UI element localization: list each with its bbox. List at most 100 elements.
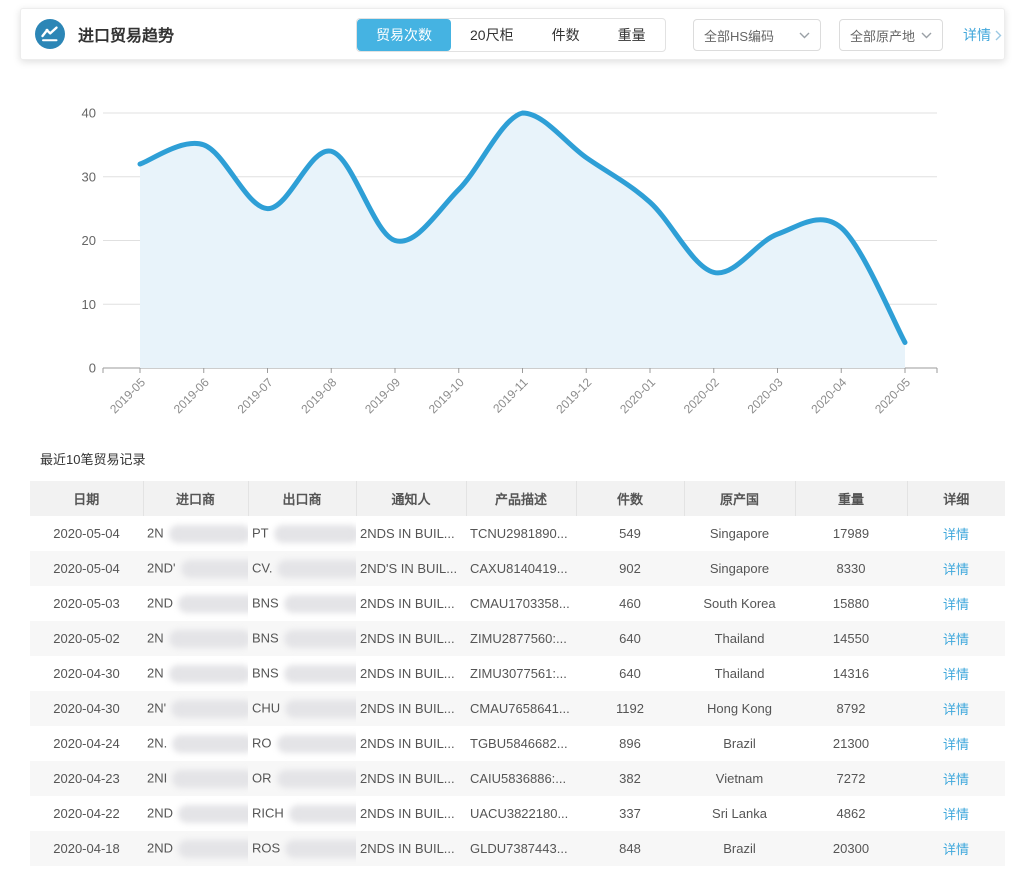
- exporter-prefix: ROS: [252, 839, 281, 855]
- row-detail-link[interactable]: 详情: [942, 667, 969, 682]
- detail-link[interactable]: 详情: [963, 25, 1002, 45]
- row-detail-link[interactable]: 详情: [942, 527, 969, 542]
- cell-exporter: OR: [248, 761, 356, 796]
- cell-weight: 17989: [832, 526, 870, 541]
- cell-detail: 详情: [907, 621, 1005, 656]
- hs-code-select-value: 全部HS编码: [704, 28, 775, 44]
- svg-text:2019-05: 2019-05: [107, 375, 148, 416]
- importer-prefix: 2NI: [147, 769, 168, 785]
- cell-exporter: RICH: [248, 796, 356, 831]
- tab-pieces[interactable]: 件数: [551, 27, 580, 43]
- cell-notify-party: 2NDS IN BUIL...: [360, 806, 455, 821]
- redacted-exporter-name: [285, 839, 356, 858]
- hs-code-select[interactable]: 全部HS编码: [693, 19, 821, 51]
- importer-prefix: 2N.: [147, 734, 168, 750]
- redacted-importer-name: [172, 769, 248, 788]
- tab-weight[interactable]: 重量: [617, 27, 646, 43]
- table-row: 2020-05-04 2ND' CV. 2ND'S IN BUIL... CAXU814…: [30, 551, 1005, 586]
- row-detail-link[interactable]: 详情: [942, 632, 969, 647]
- cell-exporter: CHU: [248, 691, 356, 726]
- cell-origin-country: Thailand: [714, 666, 765, 681]
- trend-chart-icon: [35, 19, 65, 49]
- cell-weight: 7272: [836, 771, 866, 786]
- importer-prefix: 2ND: [147, 594, 174, 610]
- col-date: 日期: [30, 481, 143, 516]
- cell-origin-country: Brazil: [723, 841, 756, 856]
- cell-origin-country: Singapore: [709, 561, 770, 576]
- cell-weight: 15880: [832, 596, 870, 611]
- cell-date: 2020-04-18: [53, 841, 120, 856]
- redacted-exporter-name: [283, 594, 356, 613]
- svg-text:2019-12: 2019-12: [553, 375, 594, 416]
- col-origin-country: 原产国: [683, 481, 795, 516]
- cell-origin-country: South Korea: [703, 596, 776, 611]
- row-detail-link[interactable]: 详情: [942, 807, 969, 822]
- cell-pieces: 848: [619, 841, 641, 856]
- row-detail-link[interactable]: 详情: [942, 562, 969, 577]
- cell-pieces: 1192: [616, 701, 644, 716]
- cell-weight: 8792: [836, 701, 866, 716]
- col-product-desc: 产品描述: [465, 481, 576, 516]
- cell-exporter: ROS: [248, 831, 356, 866]
- redacted-importer-name: [168, 524, 248, 543]
- table-row: 2020-04-22 2ND RICH 2NDS IN BUIL... UACU3822…: [30, 796, 1005, 831]
- cell-product-desc: CMAU7658641...: [470, 701, 570, 716]
- cell-importer: 2ND.: [143, 831, 248, 866]
- cell-exporter: CV.: [248, 551, 356, 586]
- tab-trade-count[interactable]: 贸易次数: [357, 19, 451, 51]
- topbar: 进口贸易趋势 贸易次数 20尺柜 件数 重量 全部HS编码 全部原产地 详情: [20, 8, 1005, 60]
- cell-detail: 详情: [907, 796, 1005, 831]
- col-importer: 进口商: [142, 481, 248, 516]
- redacted-exporter-name: [273, 524, 356, 543]
- tab-20ft-container[interactable]: 20尺柜: [470, 27, 514, 43]
- cell-detail: 详情: [907, 761, 1005, 796]
- cell-origin-country: Singapore: [709, 526, 770, 541]
- svg-text:2020-03: 2020-03: [745, 375, 786, 416]
- cell-exporter: BNS: [248, 621, 356, 656]
- cell-weight: 14316: [832, 666, 870, 681]
- origin-select-value: 全部原产地: [850, 28, 916, 44]
- redacted-importer-name: [178, 839, 248, 858]
- redacted-importer-name: [178, 804, 248, 823]
- cell-notify-party: 2NDS IN BUIL...: [360, 631, 455, 646]
- table-row: 2020-04-30 2N BNS 2NDS IN BUIL... ZIMU307756…: [30, 656, 1005, 691]
- col-detail: 详细: [906, 481, 1005, 516]
- chevron-down-icon: [799, 32, 810, 39]
- row-detail-link[interactable]: 详情: [942, 702, 969, 717]
- cell-importer: 2ND': [143, 551, 248, 586]
- svg-text:2019-10: 2019-10: [426, 375, 467, 416]
- exporter-prefix: BNS: [252, 629, 279, 645]
- svg-text:2020-05: 2020-05: [872, 375, 913, 416]
- cell-pieces: 902: [619, 561, 641, 576]
- cell-product-desc: TGBU5846682...: [470, 736, 568, 751]
- cell-date: 2020-04-30: [53, 666, 120, 681]
- cell-pieces: 549: [619, 526, 641, 541]
- cell-importer: 2N: [143, 516, 248, 551]
- redacted-importer-name: [172, 734, 248, 753]
- cell-date: 2020-04-23: [53, 771, 120, 786]
- table-row: 2020-05-03 2ND BNS 2NDS IN BUIL... CMAU17033…: [30, 586, 1005, 621]
- origin-select[interactable]: 全部原产地: [839, 19, 944, 51]
- cell-weight: 21300: [832, 736, 870, 751]
- cell-product-desc: ZIMU3077561:...: [470, 666, 567, 681]
- importer-prefix: 2ND: [147, 839, 174, 855]
- metric-tabs: 贸易次数 20尺柜 件数 重量: [356, 18, 666, 52]
- row-detail-link[interactable]: 详情: [942, 597, 969, 612]
- redacted-exporter-name: [283, 629, 356, 648]
- redacted-exporter-name: [285, 699, 356, 718]
- row-detail-link[interactable]: 详情: [942, 772, 969, 787]
- chevron-down-icon: [921, 32, 932, 39]
- cell-notify-party: 2NDS IN BUIL...: [360, 596, 455, 611]
- cell-exporter: RO: [248, 726, 356, 761]
- redacted-exporter-name: [283, 664, 356, 683]
- cell-exporter: BNS: [248, 656, 356, 691]
- importer-prefix: 2N: [147, 629, 164, 645]
- cell-date: 2020-04-22: [53, 806, 120, 821]
- brand: 进口贸易趋势: [35, 19, 174, 49]
- table-row: 2020-04-18 2ND.ROS 2NDS IN BUIL... GLDU7387…: [30, 831, 1005, 866]
- row-detail-link[interactable]: 详情: [942, 842, 969, 857]
- svg-text:2019-08: 2019-08: [298, 375, 339, 416]
- table-header-row: 日期 进口商 出口商 通知人 产品描述 件数 原产国 重量 详细: [30, 481, 1005, 516]
- row-detail-link[interactable]: 详情: [942, 737, 969, 752]
